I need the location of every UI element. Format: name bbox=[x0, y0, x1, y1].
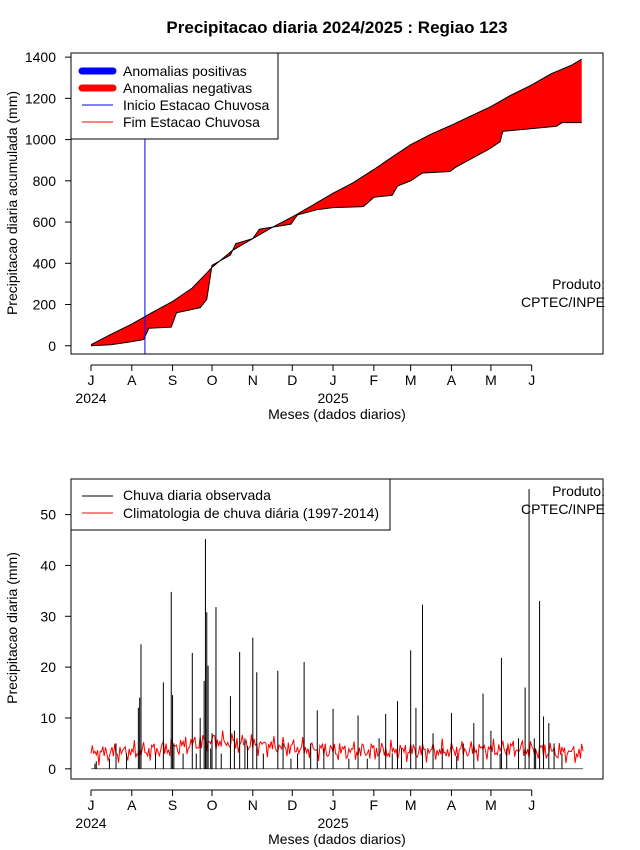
p1-y-tick-label: 1000 bbox=[25, 132, 56, 148]
p1-y-tick-label: 1200 bbox=[25, 90, 56, 106]
p1-x-tick-label: A bbox=[127, 372, 137, 388]
p1-y-tick-label: 1400 bbox=[25, 49, 56, 65]
p2-x-axis: J A S O N D J F M A M J 2024 2025 bbox=[75, 789, 535, 831]
p1-x-tick-label: O bbox=[207, 372, 218, 388]
p1-annotation-line1: Produto: bbox=[552, 276, 605, 292]
p1-legend-label-positive: Anomalias positivas bbox=[123, 63, 247, 79]
climatology-daily-line bbox=[90, 730, 584, 766]
p1-legend-label-end: Fim Estacao Chuvosa bbox=[123, 114, 260, 130]
p2-y-axis: 0 10 20 30 40 50 bbox=[40, 507, 72, 777]
p2-marks bbox=[90, 489, 584, 770]
p1-marks bbox=[90, 53, 582, 354]
p2-y-tick-label: 40 bbox=[40, 557, 56, 573]
p1-x-axis-label: Meses (dados diarios) bbox=[268, 406, 406, 422]
p2-y-tick-label: 50 bbox=[40, 507, 56, 523]
p1-y-tick-label: 800 bbox=[33, 173, 57, 189]
p2-annotation-line1: Produto: bbox=[552, 483, 605, 499]
p1-x-tick-label: M bbox=[405, 372, 417, 388]
p2-y-tick-label: 20 bbox=[40, 659, 56, 675]
p2-legend-label-climatology: Climatologia de chuva diária (1997-2014) bbox=[123, 505, 379, 521]
p1-y-axis: 0 200 400 600 800 1000 1200 1400 bbox=[25, 49, 72, 354]
p1-annotation-line2: CPTEC/INPE bbox=[521, 294, 605, 310]
p1-x-axis: J A S O N D J F M A M J 2024 2025 bbox=[75, 364, 535, 406]
climatology-cumulative-line bbox=[90, 58, 582, 346]
p1-x-tick-label: N bbox=[248, 372, 258, 388]
p2-y-tick-label: 10 bbox=[40, 710, 56, 726]
top-panel: J A S O N D J F M A M J 2024 2025 0 200 400 600 800 1000 12… bbox=[4, 49, 605, 422]
p2-x-tick-label: A bbox=[447, 797, 457, 813]
p1-legend-box bbox=[70, 52, 279, 140]
observed-cumulative-line bbox=[90, 122, 582, 347]
p1-y-tick-label: 600 bbox=[33, 214, 57, 230]
p2-x-tick-label: O bbox=[207, 797, 218, 813]
p2-x-tick-label: D bbox=[287, 797, 297, 813]
p1-legend: Anomalias positivas Anomalias negativas … bbox=[70, 52, 279, 140]
p1-x-year-label: 2025 bbox=[317, 390, 348, 406]
p2-x-tick-label: J bbox=[88, 797, 95, 813]
p1-x-year-label: 2024 bbox=[75, 390, 106, 406]
p1-x-tick-label: S bbox=[168, 372, 177, 388]
p1-y-tick-label: 400 bbox=[33, 255, 57, 271]
p1-y-tick-label: 0 bbox=[48, 338, 56, 354]
p2-x-tick-label: N bbox=[248, 797, 258, 813]
p1-x-tick-label: J bbox=[330, 372, 337, 388]
p2-legend-label-observed: Chuva diaria observada bbox=[123, 487, 271, 503]
chart-title: Precipitacao diaria 2024/2025 : Regiao 1… bbox=[166, 18, 507, 37]
p2-legend: Chuva diaria observada Climatologia de c… bbox=[70, 478, 391, 531]
p1-y-axis-label: Precipitacao diaria acumulada (mm) bbox=[4, 91, 20, 315]
p2-x-tick-label: A bbox=[127, 797, 137, 813]
p2-x-tick-label: M bbox=[485, 797, 497, 813]
p2-x-tick-label: J bbox=[330, 797, 337, 813]
p1-x-tick-label: A bbox=[447, 372, 457, 388]
p1-legend-label-onset: Inicio Estacao Chuvosa bbox=[123, 97, 270, 113]
p2-x-year-label: 2025 bbox=[317, 815, 348, 831]
p2-x-tick-label: J bbox=[528, 797, 535, 813]
p2-y-tick-label: 0 bbox=[48, 761, 56, 777]
p2-x-tick-label: S bbox=[168, 797, 177, 813]
p1-y-tick-label: 200 bbox=[33, 297, 57, 313]
p1-x-tick-label: D bbox=[287, 372, 297, 388]
p2-x-tick-label: F bbox=[370, 797, 379, 813]
p1-x-tick-label: J bbox=[528, 372, 535, 388]
p2-y-axis-label: Precipitacao diaria (mm) bbox=[4, 552, 20, 704]
p1-legend-label-negative: Anomalias negativas bbox=[123, 80, 252, 96]
p2-y-tick-label: 30 bbox=[40, 608, 56, 624]
p2-x-tick-label: M bbox=[405, 797, 417, 813]
p2-annotation-line2: CPTEC/INPE bbox=[521, 501, 605, 517]
p1-x-tick-label: M bbox=[485, 372, 497, 388]
bottom-panel: J A S O N D J F M A M J 2024 2025 0 10 20 30 40 50 Precipi… bbox=[4, 478, 605, 847]
p2-x-year-label: 2024 bbox=[75, 815, 106, 831]
p1-x-tick-label: J bbox=[88, 372, 95, 388]
p2-x-axis-label: Meses (dados diarios) bbox=[268, 831, 406, 847]
p1-x-tick-label: F bbox=[370, 372, 379, 388]
p2-legend-box bbox=[70, 478, 391, 531]
negative-anomaly-area bbox=[91, 59, 582, 346]
